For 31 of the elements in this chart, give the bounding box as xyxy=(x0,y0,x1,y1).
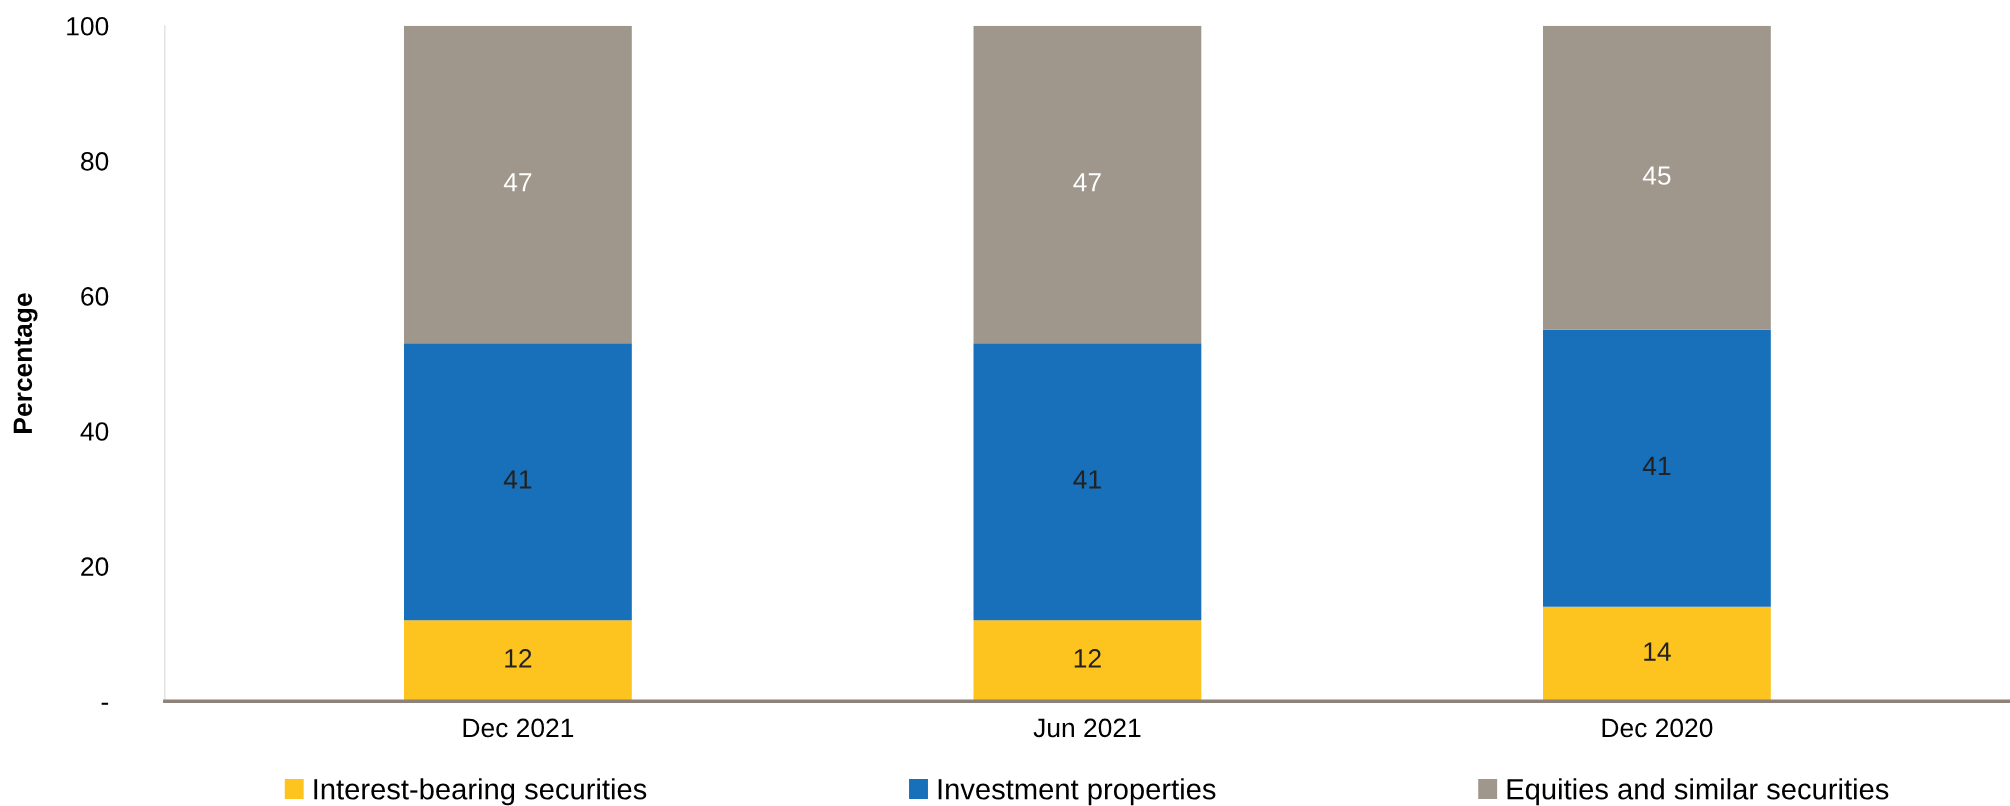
data-label: 41 xyxy=(1073,470,1101,489)
data-label: 12 xyxy=(505,649,532,668)
data-label: 41 xyxy=(503,470,532,489)
data-label: 14 xyxy=(1644,642,1671,661)
legend-label: Interest-bearing securities xyxy=(314,778,647,806)
bar xyxy=(973,343,1202,621)
y-tick-label: 60 xyxy=(81,287,109,306)
x-tick-label: Jun 2021 xyxy=(1033,718,1141,738)
bar xyxy=(973,620,1202,702)
y-tick-label: 40 xyxy=(80,422,109,441)
data-label: 47 xyxy=(1073,173,1101,192)
bar xyxy=(1543,25,1771,330)
bar xyxy=(404,343,632,621)
data-label: 47 xyxy=(503,173,532,192)
data-label: 45 xyxy=(1642,166,1671,185)
legend-label: Equities and similar securities xyxy=(1507,778,1889,806)
legend-label: Investment properties xyxy=(938,778,1216,806)
data-label: 41 xyxy=(1642,456,1671,476)
bar xyxy=(404,620,632,702)
y-tick-label: - xyxy=(101,702,109,705)
y-axis-title: Percentage xyxy=(13,293,38,433)
y-tick-label: 100 xyxy=(67,16,109,36)
y-tick-label: 20 xyxy=(81,557,109,576)
data-label: 12 xyxy=(1074,649,1101,668)
bar xyxy=(973,25,1202,344)
y-tick-label: 80 xyxy=(81,152,109,171)
x-tick-label: Dec 2021 xyxy=(463,718,574,738)
bar xyxy=(1543,329,1771,607)
bar xyxy=(1543,606,1771,702)
x-tick-label: Dec 2020 xyxy=(1602,718,1713,738)
bar xyxy=(404,25,632,344)
